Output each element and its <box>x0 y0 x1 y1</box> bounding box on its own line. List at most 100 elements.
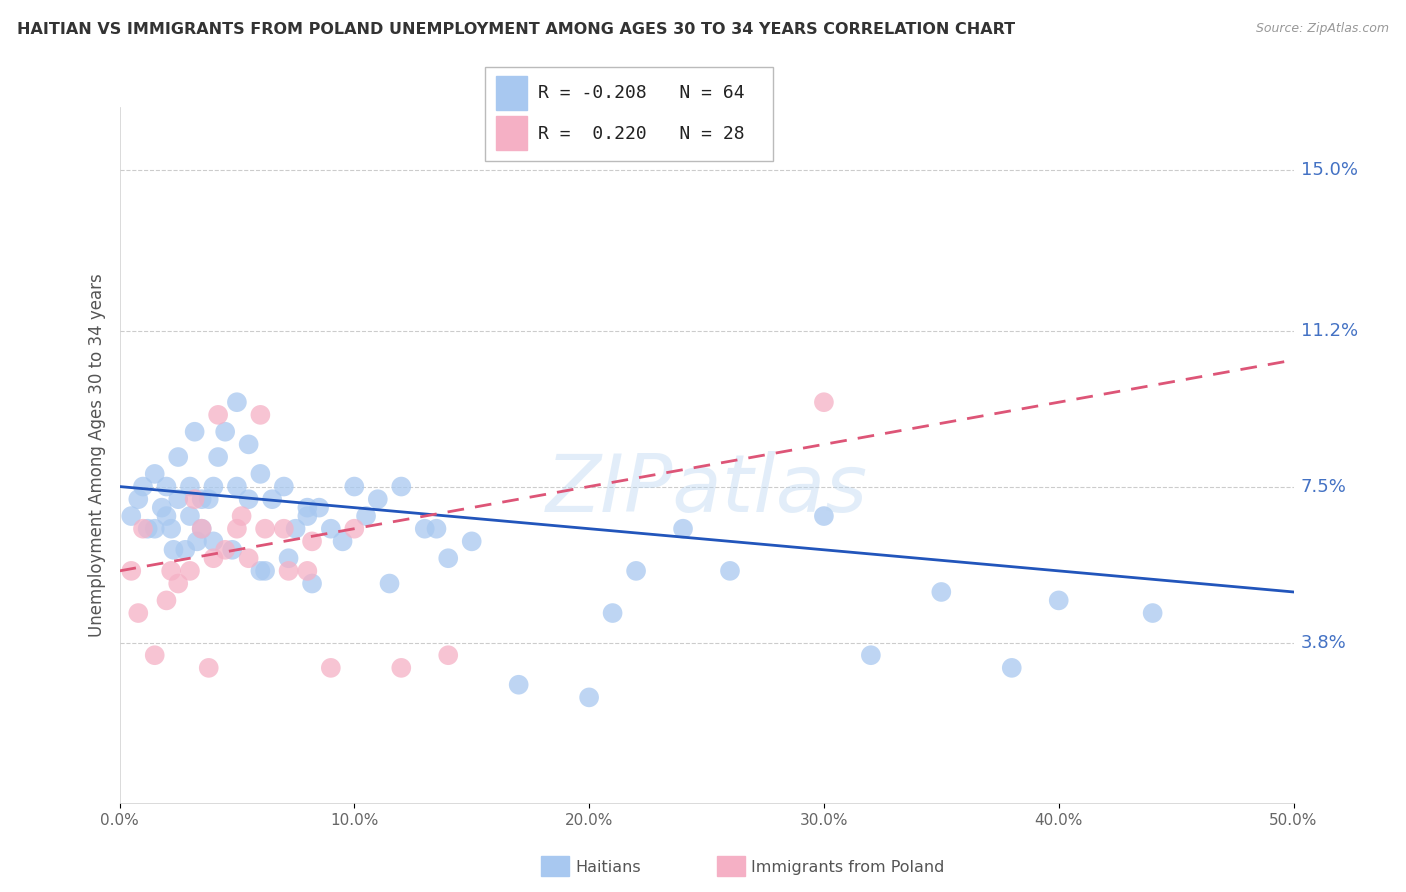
Point <box>378 576 401 591</box>
Point <box>132 479 155 493</box>
Point <box>179 564 201 578</box>
Point <box>389 661 412 675</box>
Point <box>1001 661 1024 675</box>
Text: 15.0%: 15.0% <box>1301 161 1358 179</box>
Point <box>127 492 149 507</box>
Point <box>277 564 299 578</box>
Point <box>214 542 236 557</box>
Point <box>202 551 225 566</box>
Point <box>413 522 436 536</box>
Point <box>813 395 835 409</box>
Point <box>155 593 177 607</box>
Point <box>354 509 377 524</box>
Point <box>155 479 177 493</box>
Point <box>143 467 166 481</box>
Point <box>262 492 284 507</box>
Point <box>389 479 412 493</box>
Text: Haitians: Haitians <box>575 860 641 874</box>
Point <box>813 509 835 524</box>
Text: Source: ZipAtlas.com: Source: ZipAtlas.com <box>1256 22 1389 36</box>
Point <box>718 564 741 578</box>
Point <box>127 606 149 620</box>
Point <box>238 492 260 507</box>
Point <box>1142 606 1164 620</box>
Point <box>1047 593 1070 607</box>
Point <box>425 522 447 536</box>
Point <box>284 522 307 536</box>
Point <box>190 522 212 536</box>
Text: 11.2%: 11.2% <box>1301 321 1358 340</box>
Point <box>249 564 271 578</box>
Point <box>197 661 219 675</box>
Point <box>254 522 277 536</box>
Point <box>132 522 155 536</box>
Point <box>297 509 319 524</box>
Point <box>207 450 229 464</box>
Point <box>308 500 330 515</box>
Point <box>186 534 208 549</box>
Point <box>273 479 295 493</box>
Text: R = -0.208   N = 64: R = -0.208 N = 64 <box>538 84 745 102</box>
Point <box>231 509 253 524</box>
Text: R =  0.220   N = 28: R = 0.220 N = 28 <box>538 125 745 143</box>
Point <box>859 648 882 663</box>
Point <box>273 522 295 536</box>
Point <box>460 534 484 549</box>
Point <box>120 564 142 578</box>
Point <box>190 522 212 536</box>
Point <box>238 437 260 451</box>
Point <box>931 585 953 599</box>
Point <box>297 500 319 515</box>
Point <box>179 479 201 493</box>
Text: Immigrants from Poland: Immigrants from Poland <box>751 860 945 874</box>
Point <box>162 542 184 557</box>
Point <box>367 492 389 507</box>
Point <box>238 551 260 566</box>
Point <box>249 467 271 481</box>
Point <box>221 542 243 557</box>
Point <box>167 492 190 507</box>
Point <box>225 479 249 493</box>
Point <box>249 408 271 422</box>
Text: 3.8%: 3.8% <box>1301 633 1347 651</box>
Text: 7.5%: 7.5% <box>1301 477 1347 496</box>
Point <box>437 551 460 566</box>
Text: ZIPatlas: ZIPatlas <box>546 450 868 529</box>
Point <box>301 534 323 549</box>
Point <box>578 690 600 705</box>
Point <box>183 492 205 507</box>
Point <box>672 522 695 536</box>
Point <box>332 534 354 549</box>
Point <box>624 564 647 578</box>
Point <box>202 479 225 493</box>
Point <box>301 576 323 591</box>
Point <box>190 492 212 507</box>
Point <box>183 425 205 439</box>
Point <box>319 522 342 536</box>
Point <box>319 661 342 675</box>
Point <box>225 522 249 536</box>
Point <box>602 606 624 620</box>
Point <box>167 576 190 591</box>
Point <box>179 509 201 524</box>
Point <box>143 648 166 663</box>
Point <box>155 509 177 524</box>
Point <box>136 522 159 536</box>
Point <box>343 479 366 493</box>
Text: HAITIAN VS IMMIGRANTS FROM POLAND UNEMPLOYMENT AMONG AGES 30 TO 34 YEARS CORRELA: HAITIAN VS IMMIGRANTS FROM POLAND UNEMPL… <box>17 22 1015 37</box>
Point <box>508 678 530 692</box>
Point <box>437 648 460 663</box>
Point <box>343 522 366 536</box>
Point <box>197 492 219 507</box>
Point <box>297 564 319 578</box>
Point <box>207 408 229 422</box>
Point <box>225 395 249 409</box>
Point <box>120 509 142 524</box>
Point <box>143 522 166 536</box>
Point <box>214 425 236 439</box>
Point <box>174 542 197 557</box>
Point <box>150 500 173 515</box>
Point <box>160 564 183 578</box>
Point <box>160 522 183 536</box>
Point <box>202 534 225 549</box>
